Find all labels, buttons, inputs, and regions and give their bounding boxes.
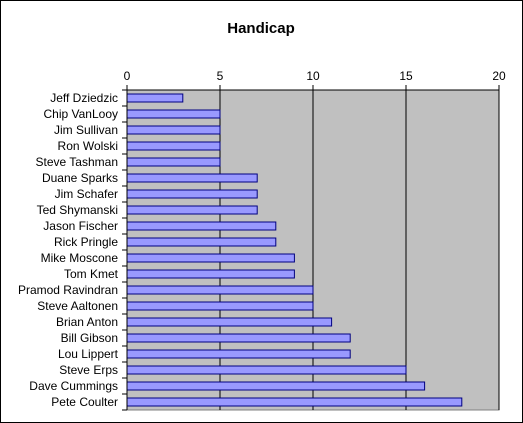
x-tick-label: 15 [399,69,413,83]
bar [126,301,314,311]
x-tick-label: 0 [124,69,131,83]
bar [126,349,351,359]
category-label: Dave Cummings [29,379,118,393]
category-label: Steve Tashman [36,155,119,169]
category-label: Rick Pringle [54,235,118,249]
bar [126,365,407,375]
bar [126,253,295,263]
bar [126,205,258,215]
bar [126,189,258,199]
bar [126,141,221,151]
category-label: Pete Coulter [51,395,118,409]
x-tick-label: 10 [306,69,320,83]
category-label: Steve Aaltonen [37,299,118,313]
category-label: Jason Fischer [43,219,118,233]
bar [126,269,295,279]
bar [126,221,277,231]
category-label: Ron Wolski [58,139,118,153]
x-tick-label: 5 [217,69,224,83]
x-tick-label: 20 [492,69,506,83]
bar [126,125,221,135]
chart-title: Handicap [227,20,295,37]
category-label: Lou Lippert [58,347,119,361]
category-label: Jim Schafer [55,187,118,201]
bars [126,93,463,407]
bar [126,285,314,295]
category-label: Jim Sullivan [54,123,118,137]
category-label: Jeff Dziedzic [50,91,118,105]
category-label: Ted Shymanski [37,203,118,217]
bar [126,157,221,167]
bar [126,397,463,407]
x-axis-ticks: 0 5 10 15 20 [124,69,506,91]
bar [126,237,277,247]
category-label: Tom Kmet [64,267,119,281]
bar [126,381,426,391]
category-label: Steve Erps [59,363,118,377]
category-label: Bill Gibson [61,331,118,345]
category-labels: Jeff Dziedzic Chip VanLooy Jim Sullivan Ron… [18,89,128,411]
category-label: Mike Moscone [41,251,119,265]
bar [126,93,184,103]
bar [126,173,258,183]
bar [126,333,351,343]
category-label: Chip VanLooy [44,107,119,121]
category-label: Pramod Ravindran [18,283,118,297]
category-label: Duane Sparks [42,171,118,185]
bar [126,109,221,119]
bar [126,317,333,327]
category-label: Brian Anton [56,315,118,329]
